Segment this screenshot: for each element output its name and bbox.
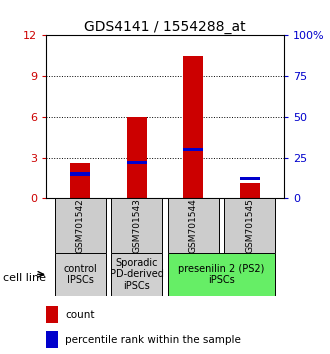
Bar [46, 306, 58, 323]
Text: GSM701544: GSM701544 [189, 198, 198, 253]
Bar [127, 161, 147, 164]
Text: count: count [65, 310, 95, 320]
Bar [224, 198, 275, 253]
Text: GSM701543: GSM701543 [132, 198, 141, 253]
Text: presenilin 2 (PS2)
iPSCs: presenilin 2 (PS2) iPSCs [179, 263, 265, 285]
Text: percentile rank within the sample: percentile rank within the sample [65, 335, 241, 344]
Bar [183, 148, 203, 151]
Title: GDS4141 / 1554288_at: GDS4141 / 1554288_at [84, 21, 246, 34]
Bar [46, 331, 58, 348]
Bar [70, 163, 90, 198]
Bar [240, 177, 260, 181]
Bar [111, 253, 162, 296]
Text: Sporadic
PD-derived
iPSCs: Sporadic PD-derived iPSCs [110, 258, 164, 291]
Text: GSM701545: GSM701545 [246, 198, 254, 253]
Bar [240, 183, 260, 198]
Bar [183, 56, 203, 198]
Bar [168, 253, 275, 296]
Bar [70, 172, 90, 176]
Bar [55, 253, 106, 296]
Text: control
IPSCs: control IPSCs [63, 263, 97, 285]
Bar [168, 198, 219, 253]
Text: cell line: cell line [3, 273, 46, 283]
Bar [111, 198, 162, 253]
Bar [55, 198, 106, 253]
Text: GSM701542: GSM701542 [76, 198, 84, 253]
Bar [127, 117, 147, 198]
